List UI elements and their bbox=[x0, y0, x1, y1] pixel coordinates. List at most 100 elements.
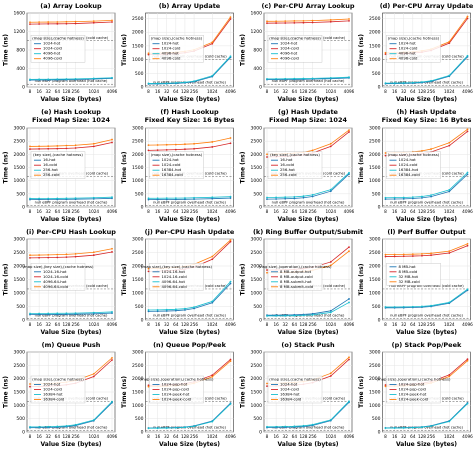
y-tick-label: 2000 bbox=[251, 376, 263, 382]
y-tick-label: 2500 bbox=[369, 363, 381, 369]
x-axis-label: Value Size (bytes) bbox=[40, 441, 101, 448]
panel-title: (b) Array Update bbox=[159, 2, 221, 10]
x-tick-label: 32 bbox=[46, 209, 52, 214]
series-marker bbox=[29, 21, 31, 24]
series-marker bbox=[111, 251, 113, 253]
series-marker bbox=[448, 188, 451, 191]
series-marker bbox=[411, 196, 414, 199]
series-marker bbox=[38, 78, 41, 81]
series-marker bbox=[111, 138, 113, 141]
series-marker bbox=[111, 141, 113, 144]
series-marker bbox=[147, 144, 150, 147]
series-marker bbox=[329, 77, 332, 79]
x-tick-label: 32 bbox=[401, 434, 407, 439]
series-line bbox=[29, 77, 113, 80]
series-marker bbox=[47, 78, 50, 81]
y-tick-label: 3000 bbox=[132, 350, 144, 356]
series-marker bbox=[65, 147, 68, 150]
x-tick-label: 32 bbox=[283, 209, 289, 214]
series-marker bbox=[156, 82, 159, 85]
y-tick-label: 1500 bbox=[132, 277, 144, 283]
legend-label: 1024-hot bbox=[280, 41, 298, 46]
x-tick-label: 8 bbox=[266, 89, 269, 94]
series-line bbox=[29, 311, 113, 314]
y-tick-label: 2000 bbox=[369, 152, 381, 158]
series-line bbox=[29, 402, 113, 429]
y-tick-label: 0 bbox=[378, 205, 381, 211]
series-marker bbox=[302, 21, 305, 24]
y-axis-label: Time (ns) bbox=[358, 263, 365, 295]
series-marker bbox=[284, 196, 287, 199]
y-tick-label: 2000 bbox=[132, 30, 144, 36]
series-marker bbox=[421, 254, 423, 257]
panel-title: (e) Hash Lookup bbox=[41, 108, 101, 116]
y-tick-label: 800 bbox=[253, 48, 262, 54]
legend-label: 1024-hot bbox=[280, 382, 298, 387]
series-marker bbox=[329, 375, 332, 377]
series-marker bbox=[211, 300, 214, 303]
y-tick-label: 1000 bbox=[251, 291, 263, 297]
overhead-label: null eBPF program overhead (hot cache) bbox=[390, 313, 463, 317]
y-axis-label: Time (ns) bbox=[3, 34, 10, 66]
series-marker bbox=[421, 305, 423, 308]
overhead-label: null eBPF program overhead (hot cache) bbox=[35, 200, 108, 204]
series-marker bbox=[147, 270, 150, 273]
series-marker bbox=[111, 356, 113, 359]
series-marker bbox=[65, 312, 68, 315]
x-axis-label: Value Size (bytes) bbox=[277, 441, 338, 448]
series-marker bbox=[311, 19, 314, 22]
series-marker bbox=[229, 16, 232, 19]
series-marker bbox=[229, 403, 232, 405]
series-marker bbox=[211, 301, 214, 304]
y-tick-label: 0 bbox=[141, 430, 144, 436]
series-marker bbox=[275, 77, 278, 80]
y-tick-label: 400 bbox=[253, 66, 262, 72]
legend-label: 4096-cold bbox=[399, 56, 418, 61]
panel-title: (a) Array Lookup bbox=[40, 2, 102, 10]
x-tick-label: 8 bbox=[266, 434, 269, 439]
panel-title: (g) Hash Update bbox=[278, 108, 339, 116]
series-marker bbox=[266, 20, 268, 23]
series-marker bbox=[184, 143, 186, 146]
y-tick-label: 1000 bbox=[14, 178, 26, 184]
legend-label: 1024-cold bbox=[43, 46, 62, 51]
x-tick-label: 64 bbox=[55, 89, 61, 94]
series-marker bbox=[311, 313, 314, 316]
series-marker bbox=[193, 425, 195, 428]
y-tick-label: 2500 bbox=[14, 139, 26, 145]
series-marker bbox=[147, 149, 150, 152]
y-tick-label: 0 bbox=[259, 205, 262, 211]
series-marker bbox=[421, 81, 423, 83]
x-tick-label: 256 bbox=[427, 322, 435, 327]
x-tick-label: 4096 bbox=[462, 434, 473, 439]
series-marker bbox=[430, 304, 432, 307]
series-marker bbox=[421, 426, 423, 429]
series-marker bbox=[266, 382, 268, 385]
legend-label: 8 MB-output-cold bbox=[280, 274, 313, 279]
series-marker bbox=[430, 194, 432, 197]
y-axis-label: Time (ns) bbox=[3, 263, 10, 295]
series-marker bbox=[293, 20, 296, 22]
series-marker bbox=[147, 53, 150, 56]
series-marker bbox=[111, 76, 113, 79]
series-marker bbox=[92, 196, 95, 199]
series-marker bbox=[448, 74, 451, 77]
legend-label: 8 MB-output-hot bbox=[280, 269, 312, 274]
y-tick-label: 1000 bbox=[14, 291, 26, 297]
legend-label: 1024-16-hot bbox=[162, 269, 186, 274]
y-tick-label: 0 bbox=[22, 85, 25, 91]
series-marker bbox=[56, 145, 59, 147]
x-tick-label: 64 bbox=[173, 209, 179, 214]
series-marker bbox=[229, 197, 232, 199]
y-tick-label: 1500 bbox=[251, 165, 263, 171]
series-marker bbox=[147, 198, 150, 201]
series-marker bbox=[411, 305, 414, 308]
x-tick-label: 128 bbox=[62, 434, 70, 439]
series-marker bbox=[156, 197, 159, 200]
series-marker bbox=[74, 147, 77, 149]
y-tick-label: 3000 bbox=[14, 126, 26, 132]
x-axis-label: Value Size (bytes) bbox=[277, 329, 338, 336]
y-axis-label: Time (ns) bbox=[121, 151, 128, 183]
series-marker bbox=[275, 425, 278, 428]
series-marker bbox=[466, 402, 469, 405]
